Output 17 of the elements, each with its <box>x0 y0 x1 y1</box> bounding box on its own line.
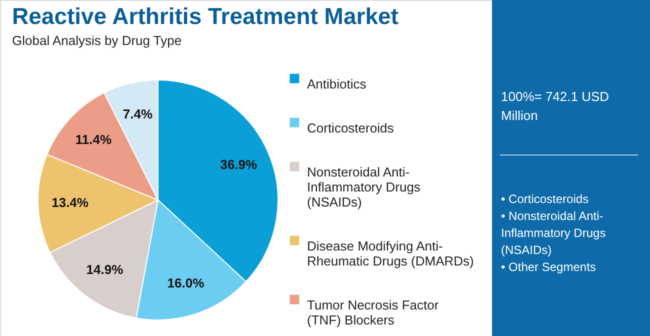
legend-label: Corticosteroids <box>307 120 394 136</box>
data-label: 16.0% <box>167 276 205 291</box>
data-label: 13.4% <box>52 194 89 210</box>
legend-label: Antibiotics <box>307 76 367 92</box>
legend-label: Nonsteroidal Anti-Inflammatory Drugs (NSAIDs) <box>307 164 421 210</box>
text: • Corticosteroids <box>501 192 589 206</box>
data-label: 11.4% <box>75 132 112 148</box>
text: • Nonsteroidal Anti-Inflammatory Drugs (NSAIDs) <box>501 209 606 257</box>
text: • Other Segments <box>501 260 596 274</box>
legend-label: Disease Modifying Anti-Rheumatic Drugs (DMARDs) <box>307 238 474 268</box>
data-label: 7.4% <box>122 106 153 122</box>
data-label: 14.9% <box>86 262 124 278</box>
chart-subtitle: Global Analysis by Drug Type <box>12 33 182 48</box>
chart-title: Reactive Arthritis Treatment Market <box>12 3 399 29</box>
legend-label: Tumor Necrosis Factor (TNF) Blockers <box>307 298 440 328</box>
text: 100%= 742.1 USD Million <box>501 89 610 123</box>
data-label: 36.9% <box>220 156 258 172</box>
